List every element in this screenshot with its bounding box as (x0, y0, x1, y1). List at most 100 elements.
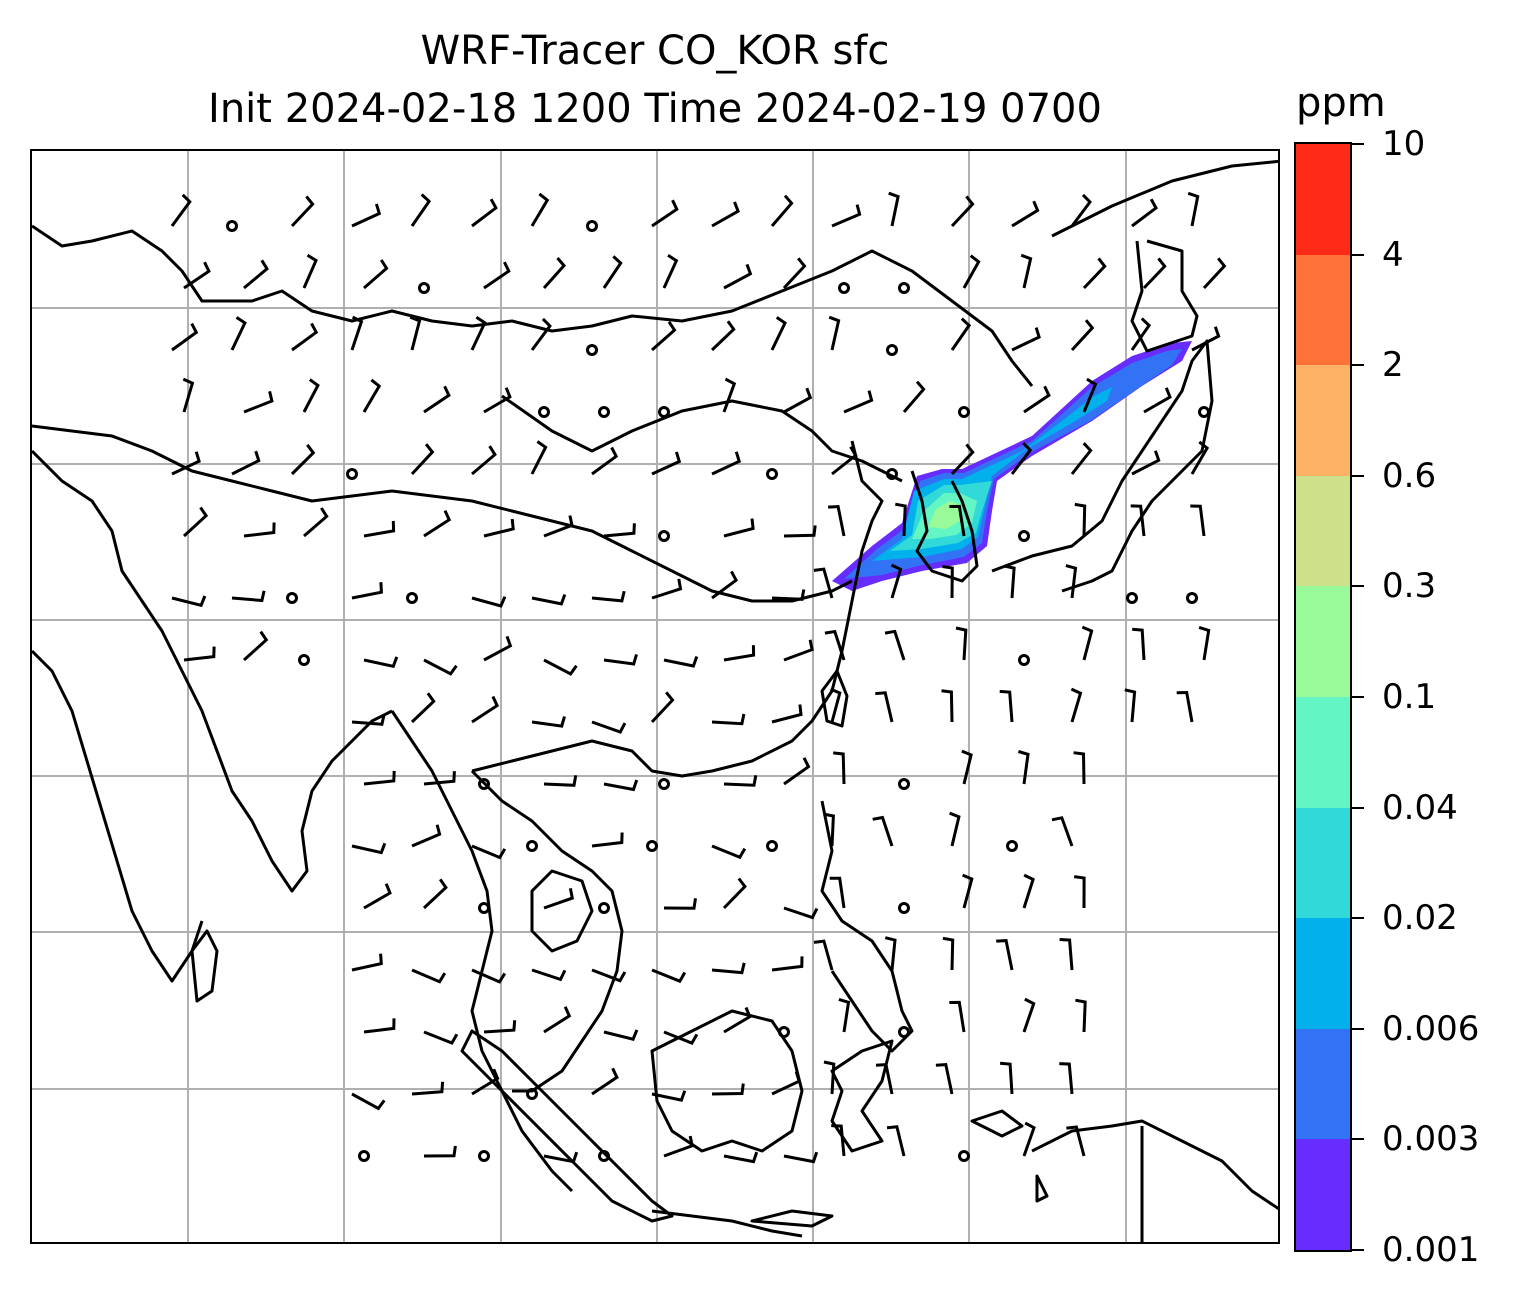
wind-barb (471, 445, 497, 476)
wind-barb (941, 689, 954, 723)
colorbar-tick-label: 10 (1382, 124, 1426, 164)
colorbar-tick (1352, 143, 1364, 145)
wind-barb (886, 1125, 906, 1157)
wind-barb (1132, 627, 1146, 661)
wind-barb-calm (478, 902, 490, 914)
wind-barb (1059, 938, 1074, 971)
wind-barb (651, 968, 687, 984)
colorbar-tick (1352, 1249, 1364, 1251)
wind-barb (1003, 564, 1016, 599)
wind-barb (471, 695, 500, 724)
wind-barb (824, 629, 846, 661)
wind-barb (1020, 253, 1033, 289)
wind-barb-calm (586, 220, 598, 232)
wind-barb (1074, 502, 1087, 537)
wind-barb (171, 322, 199, 352)
wind-barb-calm (226, 220, 238, 232)
wind-barb (711, 713, 746, 726)
wind-barb-calm (766, 468, 778, 480)
wind-barb-calm (406, 592, 418, 604)
wind-barb (782, 257, 807, 290)
wind-barb-calm (1018, 654, 1030, 666)
wind-barb (1011, 200, 1040, 228)
coastline-japan (991, 339, 1214, 593)
wind-barb-calm (538, 406, 550, 418)
wind-barb (483, 1020, 517, 1034)
wind-barb (823, 812, 835, 847)
wind-barb (471, 844, 507, 860)
wind-barb (243, 259, 269, 290)
wind-barb (1176, 690, 1194, 723)
wind-barb (1073, 875, 1086, 909)
wind-barb (962, 873, 974, 909)
wind-barb (1070, 442, 1093, 475)
wind-barb (363, 656, 399, 669)
colorbar-tick (1352, 364, 1364, 367)
colorbar-tick-label: 0.003 (1382, 1119, 1480, 1160)
colorbar-unit-label: ppm (1296, 80, 1386, 126)
wind-barb (470, 316, 487, 351)
coastline-new-guinea (1031, 1119, 1278, 1211)
wind-barb (935, 1063, 954, 1095)
wind-barb (651, 320, 677, 352)
wind-barb (542, 257, 566, 289)
wind-barb (950, 195, 975, 228)
wind-barb (531, 716, 566, 728)
wind-barb (531, 968, 567, 982)
colorbar-tick (1352, 806, 1364, 809)
wind-barb (999, 1061, 1014, 1095)
wind-barb-calm (766, 840, 778, 852)
wind-barb (722, 377, 737, 413)
wind-barb (1022, 1121, 1036, 1157)
wind-barb (1124, 688, 1137, 723)
coastlines (32, 159, 1278, 1242)
colorbar-segment (1296, 365, 1350, 477)
coastline-sulawesi (830, 1039, 894, 1153)
wind-barb (182, 377, 195, 413)
wind-barb (651, 1090, 687, 1102)
wind-barb (350, 315, 364, 351)
wind-barb (182, 506, 209, 538)
wind-barb (884, 629, 906, 661)
wind-barb (1082, 377, 1098, 413)
wind-barb (1190, 440, 1210, 475)
wind-barb (362, 378, 382, 413)
wind-barb (351, 203, 382, 228)
wind-barb (351, 842, 387, 855)
wind-barb (1142, 257, 1167, 290)
wind-barb (351, 582, 383, 600)
wind-barb (423, 385, 451, 414)
wind-barb (942, 565, 954, 599)
colorbar-tick (1352, 1027, 1364, 1030)
wind-barb (591, 590, 626, 603)
wind-barb (1081, 625, 1094, 661)
wind-barb-calm (478, 778, 490, 790)
wind-barb (603, 1029, 639, 1041)
wind-barb (1073, 751, 1086, 785)
chart-title-line-1: WRF-Tracer CO_KOR sfc (420, 28, 890, 74)
wind-barb (543, 515, 574, 538)
wind-barb (530, 317, 552, 351)
wind-barb (1022, 997, 1036, 1033)
wind-barb-calm (898, 1026, 910, 1038)
wind-barb-calm (958, 1150, 970, 1162)
wind-barb-calm (526, 840, 538, 852)
wind-barb (1010, 442, 1033, 475)
wind-barb (783, 906, 819, 920)
colorbar-segment (1296, 807, 1350, 919)
wind-barb (1065, 564, 1078, 599)
colorbar-tick (1352, 253, 1364, 256)
wind-barb (602, 255, 623, 289)
wind-barb (423, 1145, 457, 1158)
wind-barb (291, 322, 319, 352)
chart-title-line-2: Init 2024-02-18 1200 Time 2024-02-19 070… (208, 86, 1102, 132)
coastline-srilanka (190, 929, 219, 1003)
wind-barb (961, 749, 973, 785)
wind-barb (471, 968, 507, 984)
map-svg (32, 151, 1278, 1242)
wind-barb (423, 1030, 459, 1045)
wind-barb (711, 201, 740, 228)
wind-barb (483, 387, 512, 414)
wind-barb (711, 570, 739, 600)
wind-barb (950, 317, 972, 351)
